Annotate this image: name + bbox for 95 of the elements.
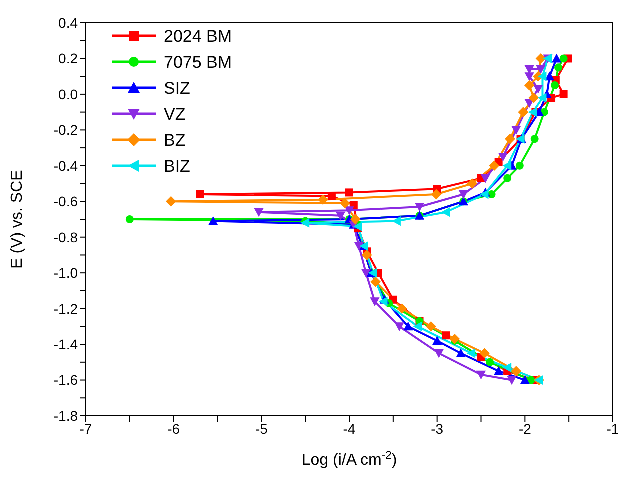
- legend-label: BZ: [164, 131, 186, 150]
- point: [441, 208, 450, 218]
- legend-label: VZ: [164, 105, 186, 124]
- y-tick-label: -0.4: [54, 158, 78, 174]
- point: [518, 107, 529, 118]
- y-tick-label: -0.2: [54, 122, 78, 138]
- point: [538, 72, 547, 82]
- point: [524, 80, 535, 91]
- point: [340, 198, 350, 209]
- point: [528, 92, 540, 104]
- y-tick-label: -0.6: [54, 194, 78, 210]
- x-tick-label: -3: [431, 420, 444, 437]
- point: [166, 196, 176, 207]
- point: [502, 362, 512, 373]
- legend-label: BIZ: [164, 157, 190, 176]
- point: [414, 202, 425, 212]
- point: [370, 276, 382, 288]
- point: [551, 82, 560, 90]
- point: [350, 214, 361, 225]
- point: [300, 218, 310, 228]
- y-tick-label: -1.4: [54, 336, 78, 353]
- point: [534, 85, 544, 94]
- point: [530, 135, 539, 144]
- point: [456, 348, 466, 358]
- point: [431, 189, 442, 200]
- point: [494, 366, 504, 376]
- point: [511, 366, 522, 377]
- legend-label: SIZ: [164, 79, 190, 98]
- point: [516, 162, 524, 170]
- point: [397, 304, 408, 314]
- point: [392, 216, 401, 226]
- point: [318, 194, 328, 206]
- x-axis-title: Log (i/A cm$^{-2}$): [302, 450, 398, 469]
- point: [353, 222, 362, 232]
- point: [426, 321, 436, 332]
- x-tick-label: -7: [80, 420, 92, 437]
- point: [560, 90, 568, 98]
- point: [394, 322, 404, 332]
- point: [544, 72, 555, 81]
- point: [346, 188, 354, 197]
- point: [528, 108, 538, 118]
- point: [486, 358, 494, 366]
- point: [404, 322, 414, 331]
- point: [476, 370, 486, 380]
- point: [520, 375, 530, 384]
- y-tick-label: 0.2: [58, 50, 78, 67]
- x-tick-label: -1: [606, 420, 620, 437]
- point: [458, 190, 468, 200]
- y-tick-label: -1.8: [54, 408, 78, 424]
- point: [467, 178, 478, 189]
- x-tick-label: -5: [255, 420, 268, 437]
- point: [536, 65, 546, 74]
- point: [538, 93, 547, 103]
- point: [362, 250, 372, 260]
- point: [489, 160, 500, 172]
- legend-label: 2024 BM: [164, 27, 232, 46]
- point: [512, 126, 522, 135]
- point: [552, 54, 562, 63]
- y-tick-label: -1.0: [54, 265, 78, 282]
- point: [480, 348, 490, 359]
- point: [507, 376, 517, 386]
- point: [434, 349, 444, 358]
- point: [554, 64, 563, 72]
- point: [442, 332, 450, 340]
- point: [378, 296, 388, 306]
- point: [480, 174, 490, 184]
- y-tick-label: -0.8: [54, 229, 78, 246]
- point: [370, 298, 380, 306]
- y-tick-label: -1.2: [54, 300, 78, 317]
- point: [208, 216, 218, 226]
- point: [254, 208, 264, 218]
- x-tick-label: -2: [518, 420, 532, 437]
- point: [502, 161, 512, 171]
- point: [498, 152, 508, 162]
- y-tick-label: 0.0: [58, 86, 78, 102]
- x-tick-label: -6: [168, 420, 180, 437]
- point: [361, 269, 371, 278]
- y-axis-title: E (V) vs. SCE: [9, 170, 26, 269]
- y-tick-label: -1.6: [54, 372, 78, 388]
- legend-label: 7075 BM: [164, 53, 232, 72]
- x-tick-label: -4: [343, 420, 356, 437]
- point: [466, 348, 476, 358]
- point: [336, 212, 346, 221]
- point: [480, 190, 489, 200]
- point: [413, 322, 422, 332]
- point: [344, 206, 354, 216]
- y-tick-label: 0.4: [58, 14, 78, 31]
- point: [524, 72, 534, 82]
- point: [196, 190, 204, 198]
- point: [560, 54, 568, 63]
- point: [432, 336, 442, 345]
- point: [126, 216, 134, 224]
- point: [504, 174, 512, 182]
- point: [505, 134, 516, 144]
- point: [450, 334, 460, 344]
